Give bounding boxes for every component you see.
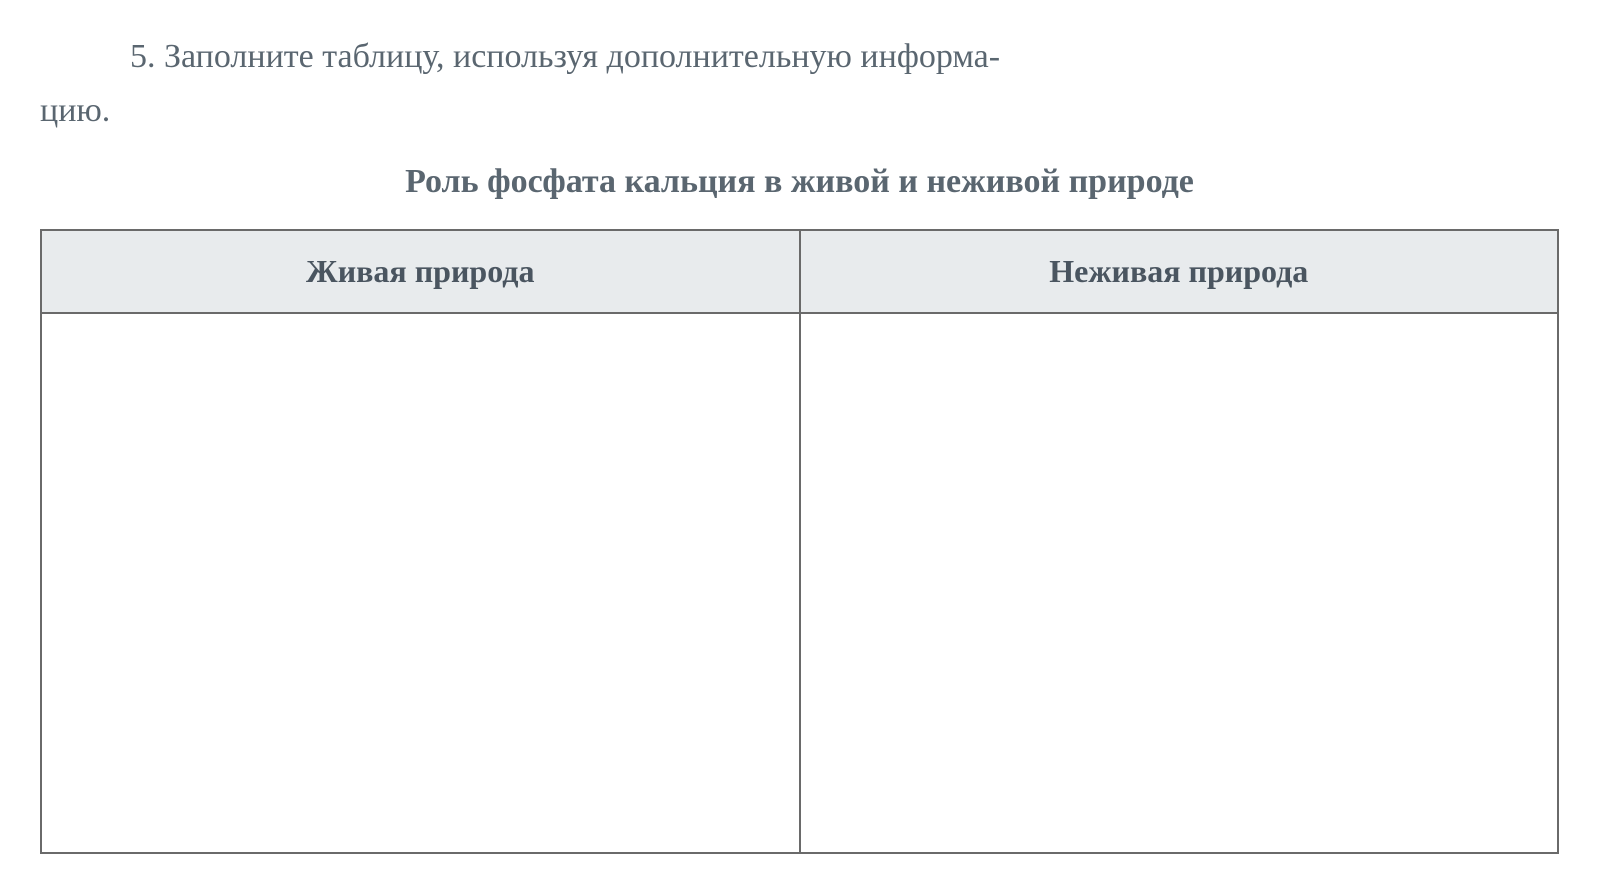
column-header-nonliving-nature: Неживая природа: [800, 230, 1559, 313]
instruction-line-1: Заполните таблицу, используя дополнитель…: [164, 38, 1000, 75]
cell-living-nature: [41, 313, 800, 853]
table-row: [41, 313, 1558, 853]
data-table: Живая природа Неживая природа: [40, 229, 1559, 854]
cell-nonliving-nature: [800, 313, 1559, 853]
task-number: 5.: [40, 38, 156, 75]
column-header-living-nature: Живая природа: [41, 230, 800, 313]
table-title: Роль фосфата кальция в живой и неживой п…: [40, 163, 1559, 201]
table-header-row: Живая природа Неживая природа: [41, 230, 1558, 313]
instruction-line-2: цию.: [40, 92, 110, 129]
task-instruction: 5. Заполните таблицу, используя дополнит…: [40, 30, 1559, 139]
